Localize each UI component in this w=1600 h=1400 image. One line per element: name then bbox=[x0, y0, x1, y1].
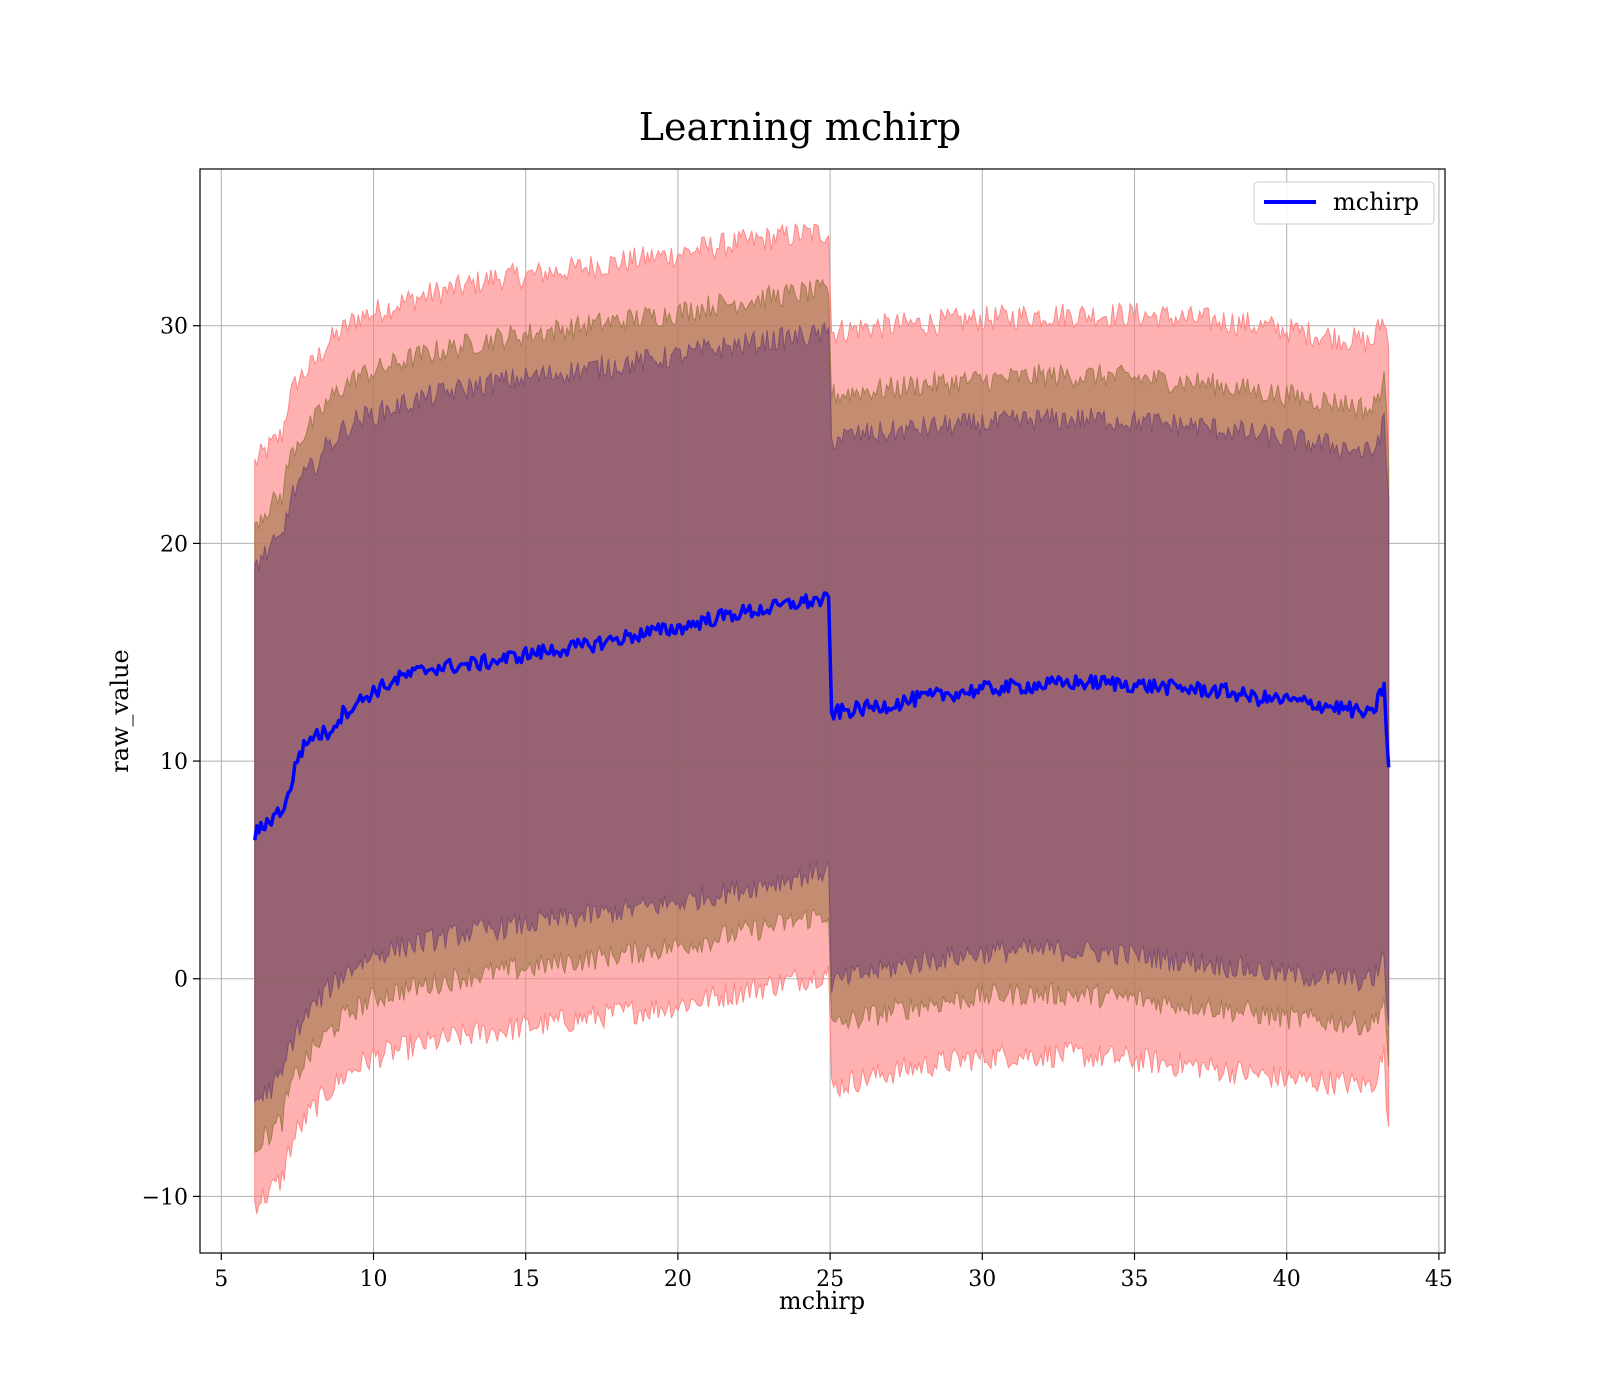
x-tick-label: 45 bbox=[1425, 1267, 1453, 1292]
x-axis-label: mchirp bbox=[779, 1287, 865, 1315]
x-tick-label: 30 bbox=[968, 1267, 996, 1292]
band-inner-area bbox=[254, 322, 1390, 1104]
x-tick-label: 15 bbox=[512, 1267, 540, 1292]
x-tick-label: 25 bbox=[816, 1267, 844, 1292]
legend-box bbox=[1253, 181, 1435, 225]
x-tick-label: 10 bbox=[360, 1267, 388, 1292]
band-inner bbox=[254, 322, 1390, 1104]
y-axis-ticks: −10 0 10 20 30 bbox=[142, 315, 200, 1210]
y-tick-label: −10 bbox=[142, 1185, 188, 1210]
y-axis-label: raw_value bbox=[106, 649, 134, 773]
x-tick-label: 20 bbox=[664, 1267, 692, 1292]
series-line-mchirp bbox=[253, 591, 1391, 841]
x-tick-label: 5 bbox=[214, 1267, 228, 1292]
y-tick-label: 10 bbox=[160, 750, 188, 775]
x-axis-ticks: 5 10 15 20 25 30 35 40 45 bbox=[214, 1253, 1453, 1292]
chart-title: Learning mchirp bbox=[639, 105, 961, 149]
x-tick-label: 40 bbox=[1273, 1267, 1301, 1292]
series-line-layer bbox=[253, 591, 1391, 841]
legend-label: mchirp bbox=[1333, 188, 1419, 216]
y-tick-label: 20 bbox=[160, 532, 188, 557]
legend: mchirp bbox=[1253, 181, 1435, 225]
x-tick-label: 35 bbox=[1121, 1267, 1149, 1292]
plot-frame bbox=[199, 168, 1446, 1254]
y-tick-label: 0 bbox=[174, 968, 188, 993]
y-tick-label: 30 bbox=[160, 315, 188, 340]
